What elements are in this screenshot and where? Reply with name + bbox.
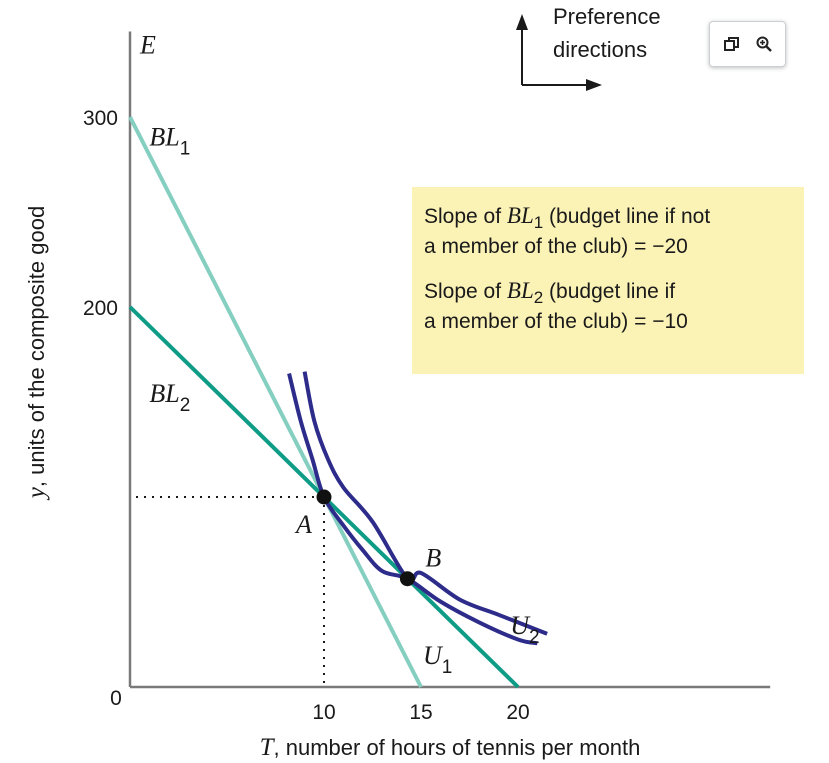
point-a xyxy=(316,489,332,505)
curve-label-u1: U1 xyxy=(423,641,452,678)
curve-label-u1-name: U xyxy=(423,641,444,670)
curve-label-bl2-sub: 2 xyxy=(180,395,191,416)
y-axis-title-variable: y xyxy=(23,486,50,501)
zoom-button[interactable] xyxy=(753,33,775,55)
curve-label-bl2-name: BL xyxy=(149,379,179,408)
slope-note-2-line2: a member of the club) = −10 xyxy=(424,310,688,333)
slope-note-2-subscript: 2 xyxy=(533,288,544,307)
y-axis-top-label: E xyxy=(139,31,156,60)
slope-note-1-prefix: Slope of xyxy=(424,205,507,228)
indifference-curve-u1 xyxy=(287,373,538,646)
point-label-b: B xyxy=(425,544,441,573)
figure-toolbar xyxy=(709,21,786,67)
open-in-window-icon xyxy=(723,37,739,51)
x-axis-title-text: , number of hours of tennis per month xyxy=(274,735,641,760)
zoom-icon xyxy=(756,36,772,52)
x-tick-label: 15 xyxy=(409,701,432,724)
open-in-window-button[interactable] xyxy=(721,33,743,55)
preference-right-arrow-head xyxy=(586,79,602,91)
slope-note-1-symbol: BL xyxy=(506,203,534,228)
slope-note-1-subscript: 1 xyxy=(533,213,544,232)
slope-note-2-prefix: Slope of xyxy=(424,280,507,303)
point-b xyxy=(399,571,415,587)
x-axis-title-variable: T xyxy=(260,734,276,761)
preference-label-line2: directions xyxy=(553,37,647,62)
slope-note-2: Slope of BL2 (budget line if a member of… xyxy=(424,276,792,337)
x-tick-label: 20 xyxy=(506,701,529,724)
curve-label-u2-sub: 2 xyxy=(529,627,540,648)
preference-directions: Preference directions xyxy=(516,4,661,91)
x-axis-title: T, number of hours of tennis per month xyxy=(260,734,641,761)
x-tick-label: 10 xyxy=(312,701,335,724)
slope-note-2-symbol: BL xyxy=(506,278,534,303)
slope-note-box: Slope of BL1 (budget line if not a membe… xyxy=(412,187,804,374)
curve-label-bl2: BL2 xyxy=(149,379,190,416)
preference-label-line1: Preference xyxy=(553,4,661,29)
curve-label-bl1-sub: 1 xyxy=(180,139,191,160)
slope-note-1-line2: a member of the club) = −20 xyxy=(424,235,688,258)
curve-label-u1-sub: 1 xyxy=(442,657,453,678)
y-axis-title: y, units of the composite good xyxy=(23,206,50,501)
y-tick-label: 300 xyxy=(83,107,118,130)
point-label-a: A xyxy=(294,510,312,539)
budget-line-bl1 xyxy=(128,116,423,688)
curve-label-u2-name: U xyxy=(510,611,531,640)
slope-note-1-rest: (budget line if not xyxy=(543,205,711,228)
origin-label: 0 xyxy=(110,687,122,710)
y-axis-title-text: , units of the composite good xyxy=(24,206,49,487)
y-tick-label: 200 xyxy=(83,297,118,320)
curve-label-bl1: BL1 xyxy=(149,123,190,160)
preference-up-arrow-head xyxy=(516,14,528,30)
slope-note-2-rest: (budget line if xyxy=(543,280,676,303)
curve-label-u2: U2 xyxy=(510,611,539,648)
slope-note-1: Slope of BL1 (budget line if not a membe… xyxy=(424,201,792,262)
curve-label-bl1-name: BL xyxy=(149,123,179,152)
